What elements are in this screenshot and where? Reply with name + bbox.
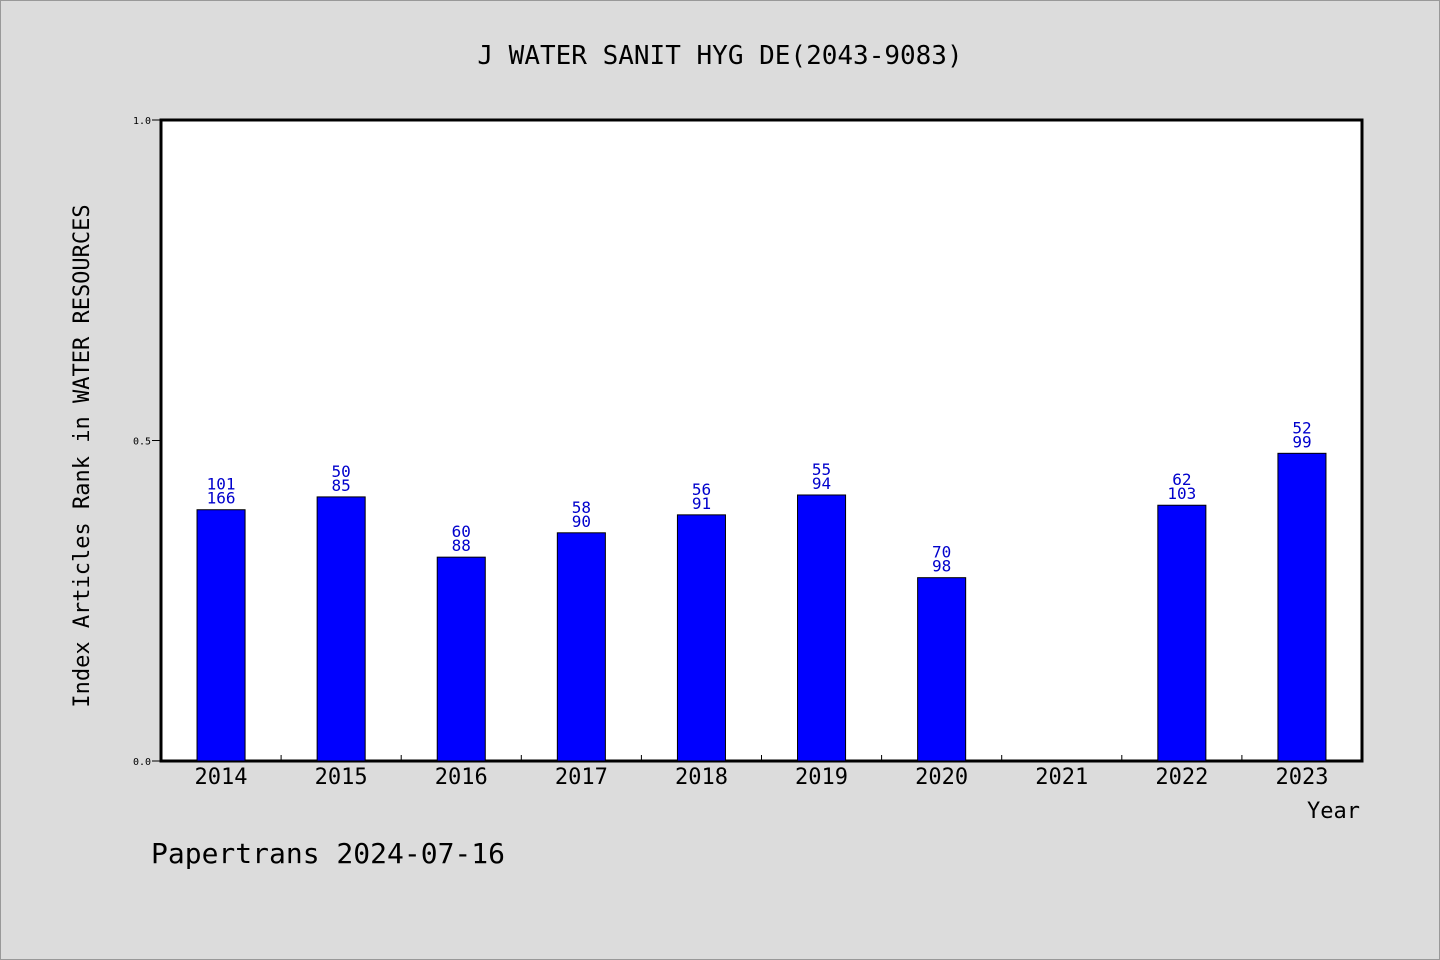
x-tick-label: 2016: [435, 765, 488, 790]
bar: [556, 532, 606, 762]
bar-label-top: 70: [932, 543, 951, 562]
bar: [1157, 504, 1207, 762]
footer-credit: Papertrans 2024-07-16: [151, 837, 505, 870]
bar: [917, 577, 967, 762]
bar-label-bottom: 90: [572, 512, 591, 531]
bar-label-top: 50: [332, 462, 351, 481]
bar-label-bottom: 88: [452, 536, 471, 555]
bar-label-bottom: 103: [1167, 484, 1196, 503]
bar: [1277, 452, 1327, 762]
bar-label-bottom: 98: [932, 557, 951, 576]
bar: [316, 496, 366, 762]
bar-label-bottom: 85: [332, 476, 351, 495]
bar-label-top: 58: [572, 498, 591, 517]
bar-label-top: 55: [812, 460, 831, 479]
bar: [196, 509, 246, 762]
bar-label-bottom: 91: [692, 494, 711, 513]
bar-label-top: 62: [1172, 470, 1191, 489]
bar: [797, 494, 847, 762]
x-axis: 2014 2015 2016 2017 2018 2019 2020 2021 2022 2023: [195, 755, 1328, 790]
bar: [676, 514, 726, 762]
x-tick-label: 2018: [675, 765, 728, 790]
y-axis: 0.0 0.5 1.0: [133, 116, 161, 768]
bar-label-top: 52: [1292, 418, 1311, 437]
chart-title: J WATER SANIT HYG DE(2043-9083): [477, 41, 962, 71]
bars-group: [196, 452, 1327, 762]
y-tick-label: 0.5: [133, 437, 151, 448]
bar-label-top: 56: [692, 480, 711, 499]
bar-label-bottom: 166: [207, 489, 236, 508]
bar-label-bottom: 94: [812, 474, 831, 493]
bar-label-bottom: 99: [1292, 432, 1311, 451]
x-tick-label: 2021: [1035, 765, 1088, 790]
bar-label-top: 60: [452, 522, 471, 541]
y-tick-label: 0.0: [133, 757, 151, 768]
x-tick-label: 2015: [315, 765, 368, 790]
bar-label-top: 101: [207, 475, 236, 494]
bar: [436, 556, 486, 762]
x-tick-label: 2014: [195, 765, 248, 790]
x-axis-label: Year: [1307, 799, 1360, 824]
y-tick-label: 1.0: [133, 116, 151, 127]
x-tick-label: 2023: [1275, 765, 1328, 790]
x-tick-label: 2019: [795, 765, 848, 790]
y-axis-label: Index Articles Rank in WATER RESOURCES: [70, 204, 95, 707]
x-tick-label: 2017: [555, 765, 608, 790]
x-tick-label: 2020: [915, 765, 968, 790]
x-tick-label: 2022: [1155, 765, 1208, 790]
